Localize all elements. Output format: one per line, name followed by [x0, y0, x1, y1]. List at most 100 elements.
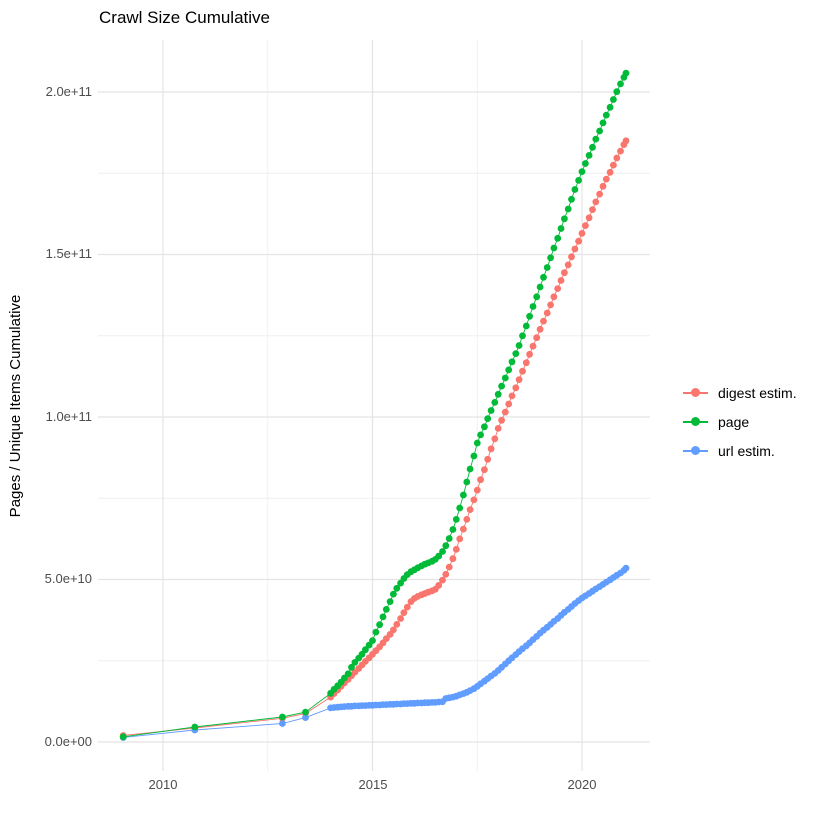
- y-tick-label-1: 5.0e+10: [44, 571, 92, 586]
- data-point: [477, 476, 484, 484]
- data-point: [529, 342, 537, 350]
- data-point: [362, 646, 369, 654]
- data-point: [564, 205, 572, 213]
- data-point: [585, 152, 593, 159]
- y-tick-label-3: 1.5e+11: [45, 246, 92, 261]
- data-point: [302, 708, 309, 716]
- data-point: [540, 317, 547, 325]
- data-point: [348, 663, 355, 671]
- data-point: [439, 548, 446, 555]
- data-point: [445, 535, 453, 542]
- data-point: [508, 392, 516, 400]
- data-point: [393, 584, 401, 592]
- data-point: [491, 399, 499, 406]
- data-point: [578, 168, 586, 176]
- data-point: [557, 225, 565, 232]
- data-point: [498, 382, 505, 390]
- data-point: [376, 621, 383, 629]
- data-point: [561, 215, 568, 223]
- data-point: [452, 516, 460, 523]
- data-point: [508, 358, 516, 366]
- data-point: [599, 119, 607, 127]
- data-point: [533, 334, 541, 342]
- x-tick-label-2015: 2015: [358, 777, 388, 792]
- data-point: [575, 237, 582, 245]
- data-point: [470, 496, 478, 504]
- data-point: [550, 244, 558, 252]
- data-point: [442, 542, 450, 550]
- x-tick-label-2010: 2010: [148, 777, 178, 792]
- x-tick-label-2020: 2020: [567, 777, 597, 792]
- data-point: [344, 670, 352, 678]
- data-point: [119, 733, 127, 741]
- data-point: [515, 376, 523, 383]
- data-point: [533, 293, 541, 301]
- data-point: [512, 384, 520, 392]
- y-axis-title: Pages / Unique Items Cumulative: [7, 294, 24, 518]
- data-point: [585, 214, 593, 222]
- data-point: [610, 161, 617, 169]
- data-point: [494, 390, 502, 398]
- data-point: [481, 466, 488, 474]
- data-point: [596, 127, 603, 135]
- data-point: [536, 283, 544, 291]
- data-point: [554, 234, 562, 242]
- legend-item-page: page: [683, 412, 797, 431]
- data-point: [484, 415, 492, 422]
- data-point: [540, 273, 547, 281]
- y-tick-label-4: 2.0e+11: [45, 84, 92, 99]
- chart-title: Crawl Size Cumulative: [99, 8, 270, 27]
- legend-key-digest-icon: [683, 383, 708, 402]
- data-point: [460, 491, 467, 499]
- data-point: [393, 621, 401, 628]
- data-point: [519, 367, 526, 375]
- data-point: [622, 564, 630, 572]
- data-point: [622, 69, 630, 77]
- data-point: [536, 325, 544, 333]
- data-point: [379, 613, 387, 621]
- data-point: [547, 301, 554, 309]
- legend-key-page-icon: [683, 412, 708, 431]
- data-point: [369, 637, 376, 644]
- data-point: [613, 88, 621, 96]
- data-point: [481, 423, 488, 431]
- data-point: [622, 137, 630, 145]
- data-point: [617, 147, 624, 155]
- data-point: [463, 516, 471, 523]
- data-point: [606, 103, 614, 111]
- data-point: [435, 582, 443, 589]
- data-point: [494, 425, 502, 432]
- legend-key-url-icon: [683, 441, 708, 460]
- legend-label-url: url estim.: [718, 442, 775, 459]
- data-point: [279, 713, 286, 721]
- legend-label-digest: digest estim.: [718, 384, 797, 401]
- data-point: [501, 408, 509, 416]
- data-point: [578, 230, 586, 237]
- data-point: [596, 190, 603, 198]
- data-point: [400, 609, 408, 616]
- data-point: [456, 535, 464, 543]
- data-point: [606, 168, 614, 176]
- legend-label-page: page: [718, 413, 750, 430]
- data-point: [477, 431, 484, 439]
- data-point: [610, 96, 617, 103]
- series-digest-estim-: [119, 137, 630, 739]
- data-point: [547, 254, 554, 262]
- data-point: [473, 439, 481, 447]
- data-point: [397, 615, 404, 622]
- series-page: [119, 69, 630, 741]
- data-point: [439, 576, 446, 584]
- data-point: [571, 245, 579, 253]
- data-point: [589, 143, 596, 151]
- data-point: [522, 322, 530, 330]
- data-point: [599, 182, 607, 190]
- data-point: [561, 269, 568, 277]
- data-point: [519, 332, 526, 340]
- data-point: [382, 606, 390, 613]
- data-point: [473, 486, 481, 494]
- data-point: [452, 545, 460, 553]
- series-url-estim-: [119, 564, 630, 741]
- data-point: [582, 222, 589, 230]
- data-point: [484, 455, 492, 463]
